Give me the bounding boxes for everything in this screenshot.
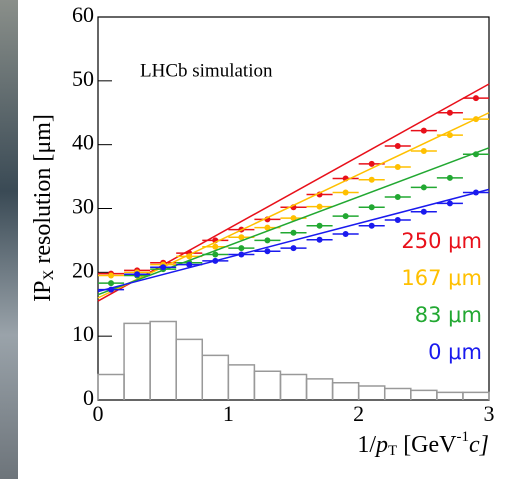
annotation: LHCb simulation [140,60,273,81]
histogram-bin [383,387,412,400]
point [446,200,453,207]
point [290,245,297,252]
x-tick-label: 2 [353,401,364,426]
point [472,151,479,158]
background-strip [0,0,18,479]
y-label-part: IP [30,281,56,302]
y-axis-label: IPX resolution [μm] [30,114,58,302]
y-tick-label: 30 [72,194,94,219]
legend-entry: 167 μm [401,266,482,290]
point [368,176,375,183]
point [186,261,193,268]
point [342,189,349,196]
y-label-sub: X [41,270,57,281]
y-tick-label: 60 [72,2,94,27]
histogram-bin [331,382,360,400]
point [212,257,219,264]
point [238,245,245,252]
point [472,189,479,196]
point [472,95,479,102]
legend-entry: 0 μm [428,340,482,364]
y-tick-label: 50 [72,66,94,91]
point [342,231,349,238]
x-label-part: [GeV [397,432,457,458]
point [264,224,271,231]
y-label-part: resolution [μm] [30,114,56,270]
point [342,213,349,220]
point [264,237,271,244]
x-tick-label: 1 [223,401,234,426]
point [446,109,453,116]
histogram-bin [279,373,308,400]
histogram-bin [175,338,204,400]
histogram-bin [462,391,490,400]
point [212,243,219,250]
point [238,251,245,258]
x-label-sub: T [388,443,397,459]
point [446,174,453,181]
x-label-part: p [374,432,388,458]
point [368,204,375,211]
histogram-bin [357,385,386,400]
y-tick-label: 20 [72,257,94,282]
x-tick-label: 0 [93,401,104,426]
point [134,271,141,278]
point [420,184,427,191]
legend-entry: 250 μm [401,229,482,253]
x-label-part: 1/ [357,432,376,458]
point [238,234,245,241]
point [446,132,453,139]
point [316,222,323,229]
point [394,194,401,201]
x-label-sup: -1 [457,429,470,445]
point [368,222,375,229]
point [290,229,297,236]
point [108,280,115,287]
y-tick-label: 40 [72,130,94,155]
point [394,216,401,223]
y-tick-label: 0 [83,385,94,410]
histogram-bin [201,354,230,400]
point [368,160,375,167]
histogram-bin [305,378,334,400]
point [108,286,115,293]
histogram-bin [227,364,256,400]
x-tick-label: 3 [484,401,495,426]
y-tick-label: 10 [72,321,94,346]
point [264,248,271,255]
point [290,215,297,222]
histogram-bin [97,373,125,400]
histogram-bin [149,320,177,400]
x-axis-label: 1/pT [GeV-1c] [357,429,489,459]
fit-line [97,188,490,293]
histogram-bin [123,322,151,400]
histogram-bin [436,391,464,400]
point [108,272,115,279]
point [160,264,167,271]
point [394,142,401,149]
histogram-bin [253,370,282,400]
point [420,208,427,215]
histogram-bin [410,389,438,400]
point [420,148,427,155]
point [394,164,401,171]
legend-entry: 83 μm [415,303,482,327]
point [186,253,193,260]
x-label-part: c] [469,432,489,458]
point [420,127,427,134]
point [472,116,479,123]
point [316,236,323,243]
point [316,203,323,210]
point [212,251,219,258]
